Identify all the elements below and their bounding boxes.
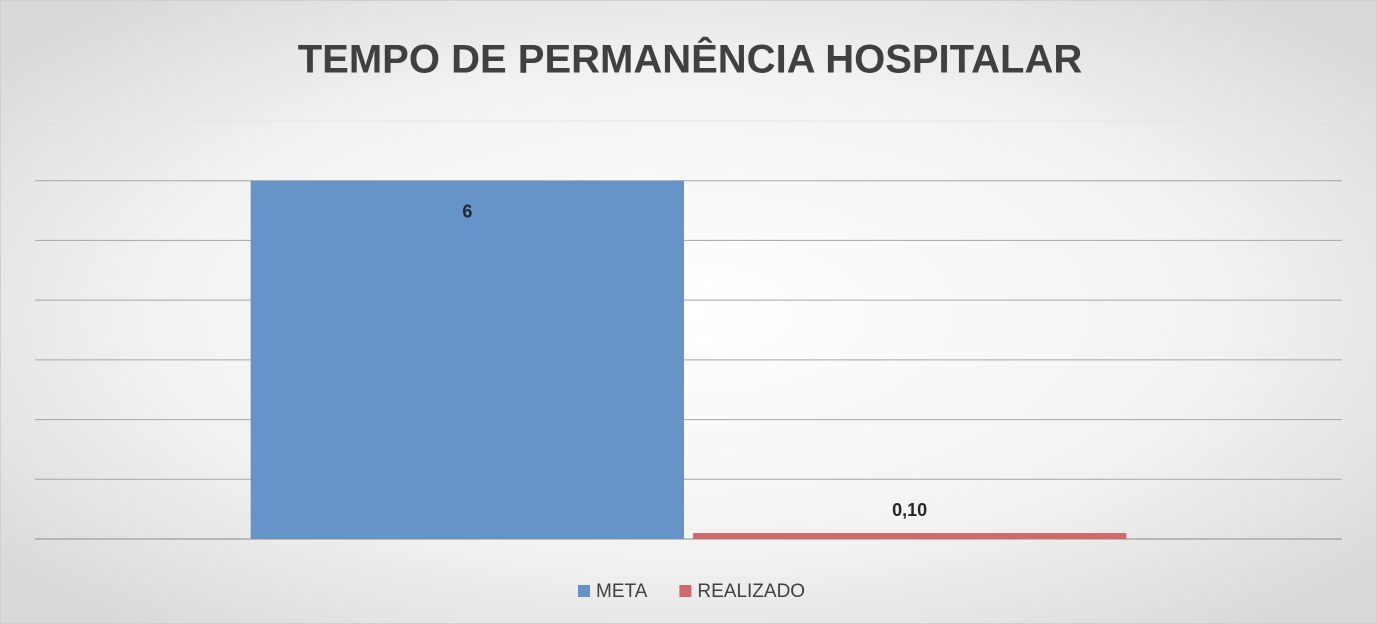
bar <box>693 533 1127 539</box>
data-label: 6 <box>462 201 472 221</box>
legend-label: META <box>596 581 648 602</box>
chart-title: TEMPO DE PERMANÊNCIA HOSPITALAR <box>298 36 1083 82</box>
bar <box>250 180 684 539</box>
legend-label: REALIZADO <box>697 581 805 602</box>
data-label: 0,10 <box>892 500 927 520</box>
legend-swatch <box>679 585 692 597</box>
legend-swatch <box>578 585 590 597</box>
